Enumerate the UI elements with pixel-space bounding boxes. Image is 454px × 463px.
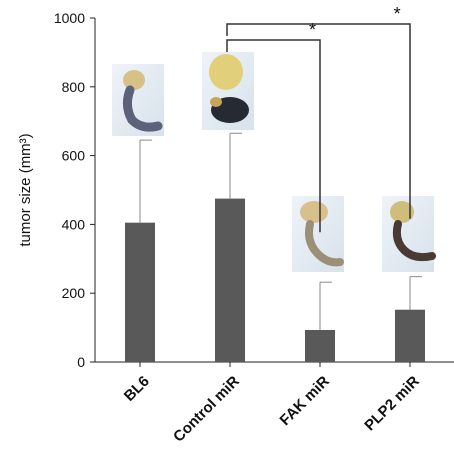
y-tick-label: 200 (62, 285, 86, 301)
tissue-shape (209, 54, 243, 90)
bar-2 (215, 198, 245, 362)
y-tick-label: 1000 (54, 10, 85, 26)
significance-marker-1: * (309, 20, 316, 40)
tissue-shape (390, 201, 414, 223)
tissue-shape (210, 97, 222, 107)
tumor-shape (392, 220, 436, 262)
bar-3 (305, 330, 335, 362)
y-tick-label: 400 (62, 216, 86, 232)
y-tick-label: 800 (62, 79, 86, 95)
tumor-shape (122, 85, 163, 132)
y-tick-label: 600 (62, 148, 86, 164)
y-axis-label: tumor size (mm³) (17, 133, 34, 246)
significance-bracket-2 (226, 23, 411, 219)
x-category-label: BL6 (121, 373, 153, 405)
x-category-label: FAK miR (277, 373, 333, 429)
tumor-photo-2 (202, 52, 254, 130)
tissue-shape (123, 70, 145, 90)
x-category-label: Control miR (170, 373, 243, 446)
significance-bracket-1 (226, 39, 321, 233)
x-category-label: PLP2 miR (361, 373, 423, 435)
y-tick-label: 0 (77, 354, 85, 370)
tissue-shape (300, 201, 328, 223)
tumor-photo-4 (382, 196, 436, 272)
tumor-photo-3 (292, 196, 344, 272)
tumor-shape (305, 220, 344, 267)
bar-1 (125, 222, 155, 362)
bar-4 (395, 309, 425, 362)
tumor-photo-1 (112, 64, 164, 136)
significance-marker-2: * (394, 4, 401, 24)
